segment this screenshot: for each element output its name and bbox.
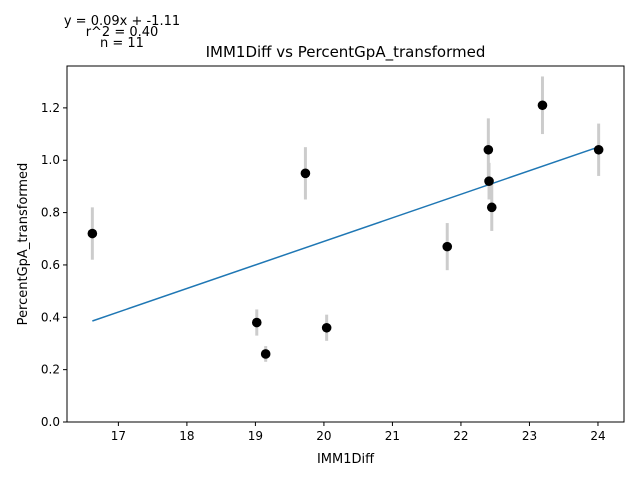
data-point [442, 241, 453, 252]
x-tick-label: 24 [590, 429, 605, 443]
data-point [260, 349, 271, 359]
data-point [537, 100, 548, 111]
x-tick-label: 23 [522, 429, 537, 443]
x-tick-label: 21 [385, 429, 400, 443]
y-tick-label: 1.2 [41, 101, 60, 115]
x-tick-label: 17 [111, 429, 126, 443]
data-point [251, 317, 262, 328]
regression-line [92, 146, 599, 322]
y-tick-label: 0.0 [41, 415, 60, 429]
data-point [486, 202, 497, 213]
y-tick-label: 1.0 [41, 153, 60, 167]
n-annotation: n = 11 [100, 36, 144, 51]
y-axis-label: PercentGpA_transformed [16, 163, 31, 326]
equation-annotation: y = 0.09x + -1.11 [64, 14, 180, 29]
axes: 17 18 19 20 21 22 23 24 0.0 0.2 0.4 0.6 0.8 1.0 1.2 [41, 65, 625, 443]
y-tick-label: 0.4 [41, 310, 60, 324]
data-point [484, 176, 494, 186]
data-point [300, 168, 311, 179]
y-tick-label: 0.6 [41, 258, 60, 272]
data-point [483, 144, 494, 155]
plot-area [87, 76, 604, 362]
x-axis-label: IMM1Diff [317, 452, 375, 467]
axes-frame [66, 65, 625, 423]
data-point [87, 228, 98, 239]
data-point [593, 144, 604, 155]
stats-annotation: y = 0.09x + -1.11 r^2 = 0.40 n = 11 [64, 14, 180, 51]
y-tick-label: 0.8 [41, 206, 60, 220]
x-tick-label: 19 [248, 429, 263, 443]
x-tick-label: 20 [316, 429, 331, 443]
y-tick-label: 0.2 [41, 363, 60, 377]
x-tick-label: 22 [453, 429, 468, 443]
chart-title: IMM1Diff vs PercentGpA_transformed [206, 43, 486, 62]
r2-annotation: r^2 = 0.40 [86, 25, 159, 40]
data-point [321, 322, 332, 333]
x-tick-label: 18 [179, 429, 194, 443]
